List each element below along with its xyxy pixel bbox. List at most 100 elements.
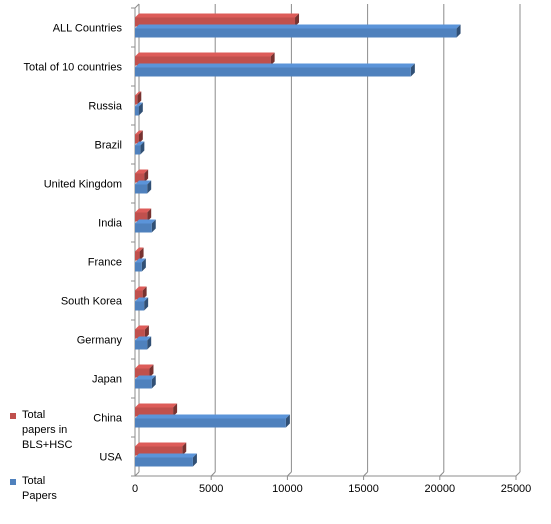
bar [135,375,156,389]
bar-top [135,141,145,146]
category-label: France [88,257,122,269]
category-label: Brazil [94,140,122,152]
legend-swatch-blue [10,479,16,485]
category-label: China [93,413,123,425]
bar-top [135,325,149,330]
bar-top [135,336,152,341]
bar-end [137,91,142,105]
bar-top [135,403,178,408]
bar-end [295,13,300,27]
bar-end [138,130,143,144]
bar [135,219,156,233]
bar-end [285,414,290,428]
bars [135,13,461,467]
bar-end [144,325,149,339]
bar-front [135,145,141,155]
bar-top [135,63,415,68]
bar-end [140,141,145,155]
category-label: India [98,218,123,230]
bar-end [270,52,275,66]
bar-end [141,258,146,272]
category-label: Russia [88,101,123,113]
axis-corner [134,471,140,477]
legend-item-series-1: Total papers in BLS+HSC [10,408,80,453]
bar-front [135,56,271,66]
bar-top [135,364,154,369]
bar [135,247,144,261]
bar [135,13,300,27]
bar-end [173,403,178,417]
bar [135,325,149,339]
bar [135,364,154,378]
legend-label: Total papers in BLS+HSC [22,409,73,451]
bar [135,453,197,467]
axis-corner [134,3,140,9]
bar [135,52,275,66]
bar-top [135,208,152,213]
bar-top [135,180,152,185]
bar-front [135,340,148,350]
bar-front [135,329,145,339]
bar [135,208,152,222]
category-label: USA [99,452,122,464]
bar-end [192,453,197,467]
bar-end [144,297,149,311]
gridline-floor [287,471,292,477]
bar-front [135,95,138,105]
bar-front [135,106,139,116]
category-labels: ALL Countries Total of 10 countries Russia… [24,23,123,464]
category-label: United Kingdom [44,179,122,191]
bar-front [135,262,142,272]
bar-front [135,368,150,378]
bar-front [135,290,143,300]
category-label: Japan [92,374,122,386]
gridline-floor [439,471,445,477]
bar [135,297,149,311]
x-tick-label: 15000 [348,483,379,495]
bar-top [135,130,143,135]
bar-end [151,375,156,389]
gridline-floor [210,471,216,477]
gridlines [210,4,521,477]
category-label: ALL Countries [53,23,123,35]
bar [135,403,178,417]
bar [135,130,143,144]
x-tick-label: 20000 [425,483,456,495]
bar [135,336,152,350]
bar-top [135,286,147,291]
x-tick-label: 10000 [272,483,303,495]
bar-end [182,442,187,456]
bar-front [135,251,140,261]
bar-end [147,336,152,350]
legend-item-series-2: Total Papers [10,474,80,504]
legend-swatch-red [10,413,16,419]
category-label: South Korea [61,296,123,308]
bar-top [135,91,142,96]
bar [135,258,146,272]
bar-end [139,247,144,261]
bar-front [135,223,152,233]
bar-top [135,297,149,302]
bar-front [135,301,145,311]
bar [135,91,142,105]
bar-top [135,247,144,252]
bar-top [135,453,197,458]
bar [135,180,152,194]
bar-end [144,169,149,183]
axes [131,3,517,480]
bar-front [135,134,139,144]
bar-top [135,414,290,419]
bar-top [135,169,149,174]
bar-front [135,379,152,389]
bar-front [135,17,296,27]
bar-front [135,418,286,428]
gridline-floor [515,471,521,477]
bar-front [135,446,183,456]
bar [135,414,290,428]
bar [135,442,187,456]
bar-front [135,457,193,467]
bar-end [149,364,154,378]
bar-top [135,24,461,29]
bar [135,24,461,38]
